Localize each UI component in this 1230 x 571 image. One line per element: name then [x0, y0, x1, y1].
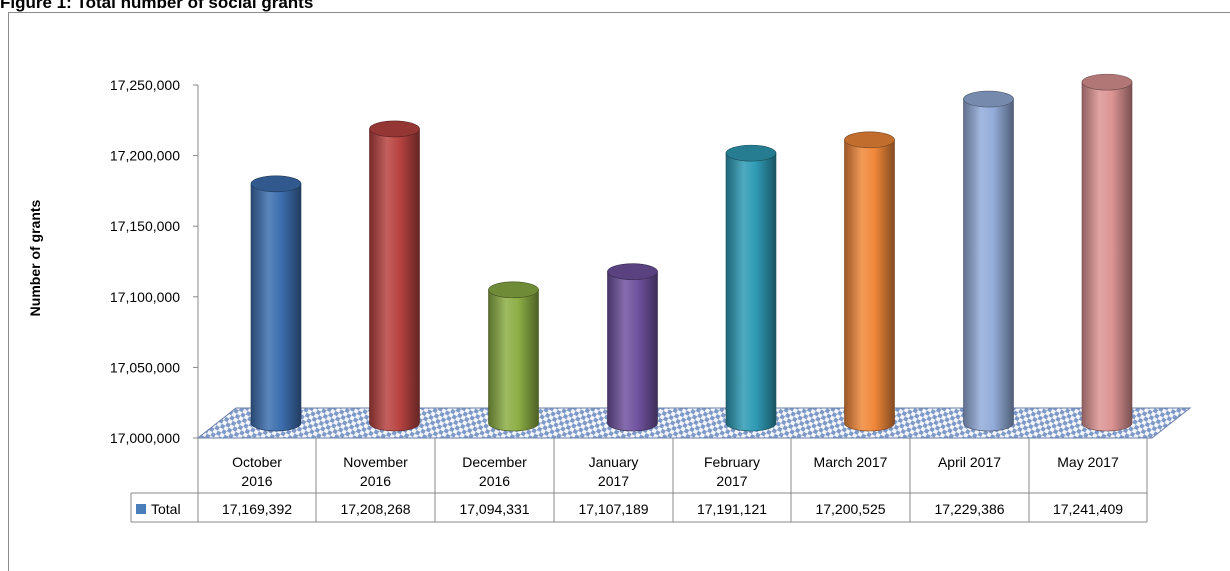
bar-top [250, 175, 302, 193]
y-tick-label: 17,250,000 [110, 77, 180, 93]
category-label: May 2017 [1057, 454, 1119, 470]
category-label: February 2017 [704, 454, 760, 489]
figure-title: Figure 1: Total number of social grants [0, 0, 314, 12]
chart-frame [8, 12, 1230, 571]
bar-top [488, 281, 539, 299]
bar-body [250, 183, 302, 432]
value-cell: 17,169,392 [222, 501, 292, 517]
value-cell: 17,191,121 [697, 501, 767, 517]
bar [1081, 73, 1133, 432]
bar [488, 281, 539, 432]
value-cell: 17,241,409 [1053, 501, 1123, 517]
data-table: Total October 2016 17,169,392 November 2016 1… [130, 438, 1148, 523]
bar-body [844, 139, 895, 432]
y-tick-label: 17,100,000 [110, 289, 180, 305]
bar [607, 263, 658, 432]
category-label: April 2017 [938, 454, 1001, 470]
bar-body [607, 271, 658, 432]
y-tick-label: 17,200,000 [110, 148, 180, 164]
bar [369, 120, 420, 432]
value-cell: 17,107,189 [578, 501, 648, 517]
legend-swatch [136, 504, 146, 514]
bar-top [844, 131, 895, 149]
y-ticks: 17,000,000 17,050,000 17,100,000 17,150,000… [110, 77, 198, 446]
value-cell: 17,200,525 [815, 501, 885, 517]
value-cell: 17,208,268 [340, 501, 410, 517]
category-label: November 2016 [343, 454, 408, 489]
floor-plane [196, 407, 1192, 439]
legend-series-name: Total [151, 501, 181, 517]
category-label: January 2017 [589, 454, 639, 489]
y-tick-label: 17,050,000 [110, 359, 180, 375]
bar-body [725, 152, 777, 432]
bar [725, 144, 777, 432]
bar [250, 175, 302, 432]
bar-top [725, 144, 777, 162]
y-tick-label: 17,000,000 [110, 430, 180, 446]
bar [963, 90, 1014, 432]
bar-top [607, 263, 658, 280]
value-cell: 17,229,386 [934, 501, 1004, 517]
bar-top [1081, 73, 1133, 91]
bar [844, 131, 895, 432]
bar-body [963, 98, 1014, 432]
y-axis-label: Number of grants [27, 199, 43, 316]
bar-body [369, 128, 420, 432]
category-label: December 2016 [462, 454, 527, 489]
bar-top [963, 90, 1014, 108]
value-cell: 17,094,331 [459, 501, 529, 517]
bars [250, 73, 1133, 432]
y-tick-label: 17,150,000 [110, 218, 180, 234]
bar-top [369, 120, 420, 138]
category-label: October 2016 [232, 454, 282, 489]
bar-body [1081, 81, 1133, 432]
bar-body [488, 289, 539, 432]
category-label: March 2017 [814, 454, 888, 470]
